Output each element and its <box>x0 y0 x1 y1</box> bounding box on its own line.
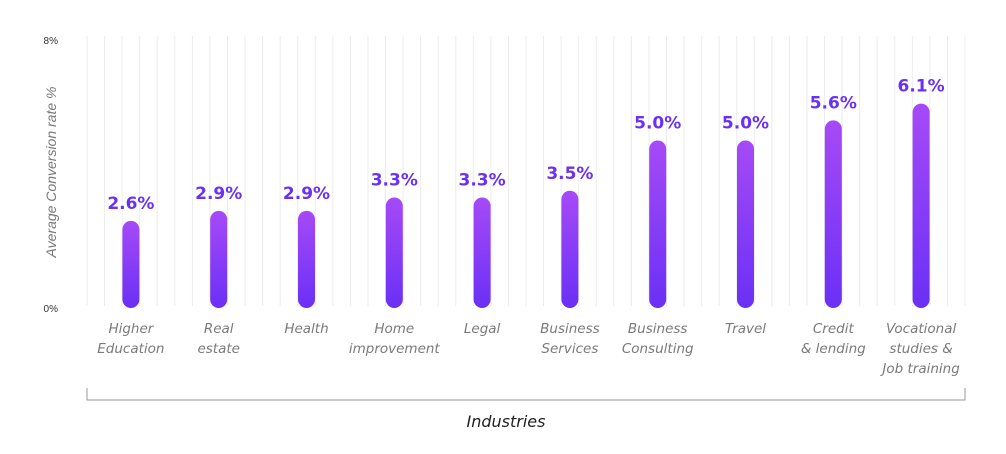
x-axis-bracket <box>86 388 966 401</box>
value-label: 2.9% <box>195 184 242 204</box>
category-label: Higher Education <box>97 321 164 357</box>
category-label: Business Services <box>540 321 600 357</box>
category-label: Business Consulting <box>622 321 694 357</box>
bar <box>561 190 579 308</box>
bars <box>122 103 930 309</box>
bar <box>912 103 930 309</box>
bar <box>298 210 315 308</box>
category-label: Vocational studies & Job training <box>879 321 960 377</box>
value-label: 2.6% <box>107 194 154 214</box>
bar <box>649 140 667 308</box>
category-label: Home improvement <box>349 321 441 357</box>
bar <box>824 120 842 309</box>
category-label: Real estate <box>197 321 240 357</box>
x-axis-title: Industries <box>467 412 546 431</box>
value-labels: 2.6% 2.9% 2.9% 3.3% 3.3% 3.5% 5.0% 5.0% 5.6% 6.1% <box>107 77 944 214</box>
category-label: Travel <box>725 321 766 337</box>
value-label: 5.0% <box>634 114 681 134</box>
bar <box>737 140 754 308</box>
value-label: 6.1% <box>898 77 945 97</box>
y-tick-min: 0% <box>44 304 59 315</box>
value-label: 5.6% <box>810 93 857 113</box>
bar <box>473 197 491 308</box>
bar <box>122 220 140 308</box>
category-label: Legal <box>464 321 501 337</box>
bar <box>210 210 228 308</box>
category-labels: Higher Education Real estate Health Home impro… <box>97 321 960 377</box>
category-label: Credit & lending <box>801 321 866 357</box>
value-label: 2.9% <box>283 184 330 204</box>
y-axis-label: Average Conversion rate % <box>43 87 59 259</box>
y-tick-max: 8% <box>44 36 59 47</box>
value-label: 5.0% <box>722 114 769 134</box>
value-label: 3.5% <box>546 164 593 184</box>
grid-lines <box>86 36 966 306</box>
value-label: 3.3% <box>371 170 418 190</box>
category-label: Health <box>284 321 328 337</box>
value-label: 3.3% <box>459 170 506 190</box>
bar <box>385 197 403 308</box>
